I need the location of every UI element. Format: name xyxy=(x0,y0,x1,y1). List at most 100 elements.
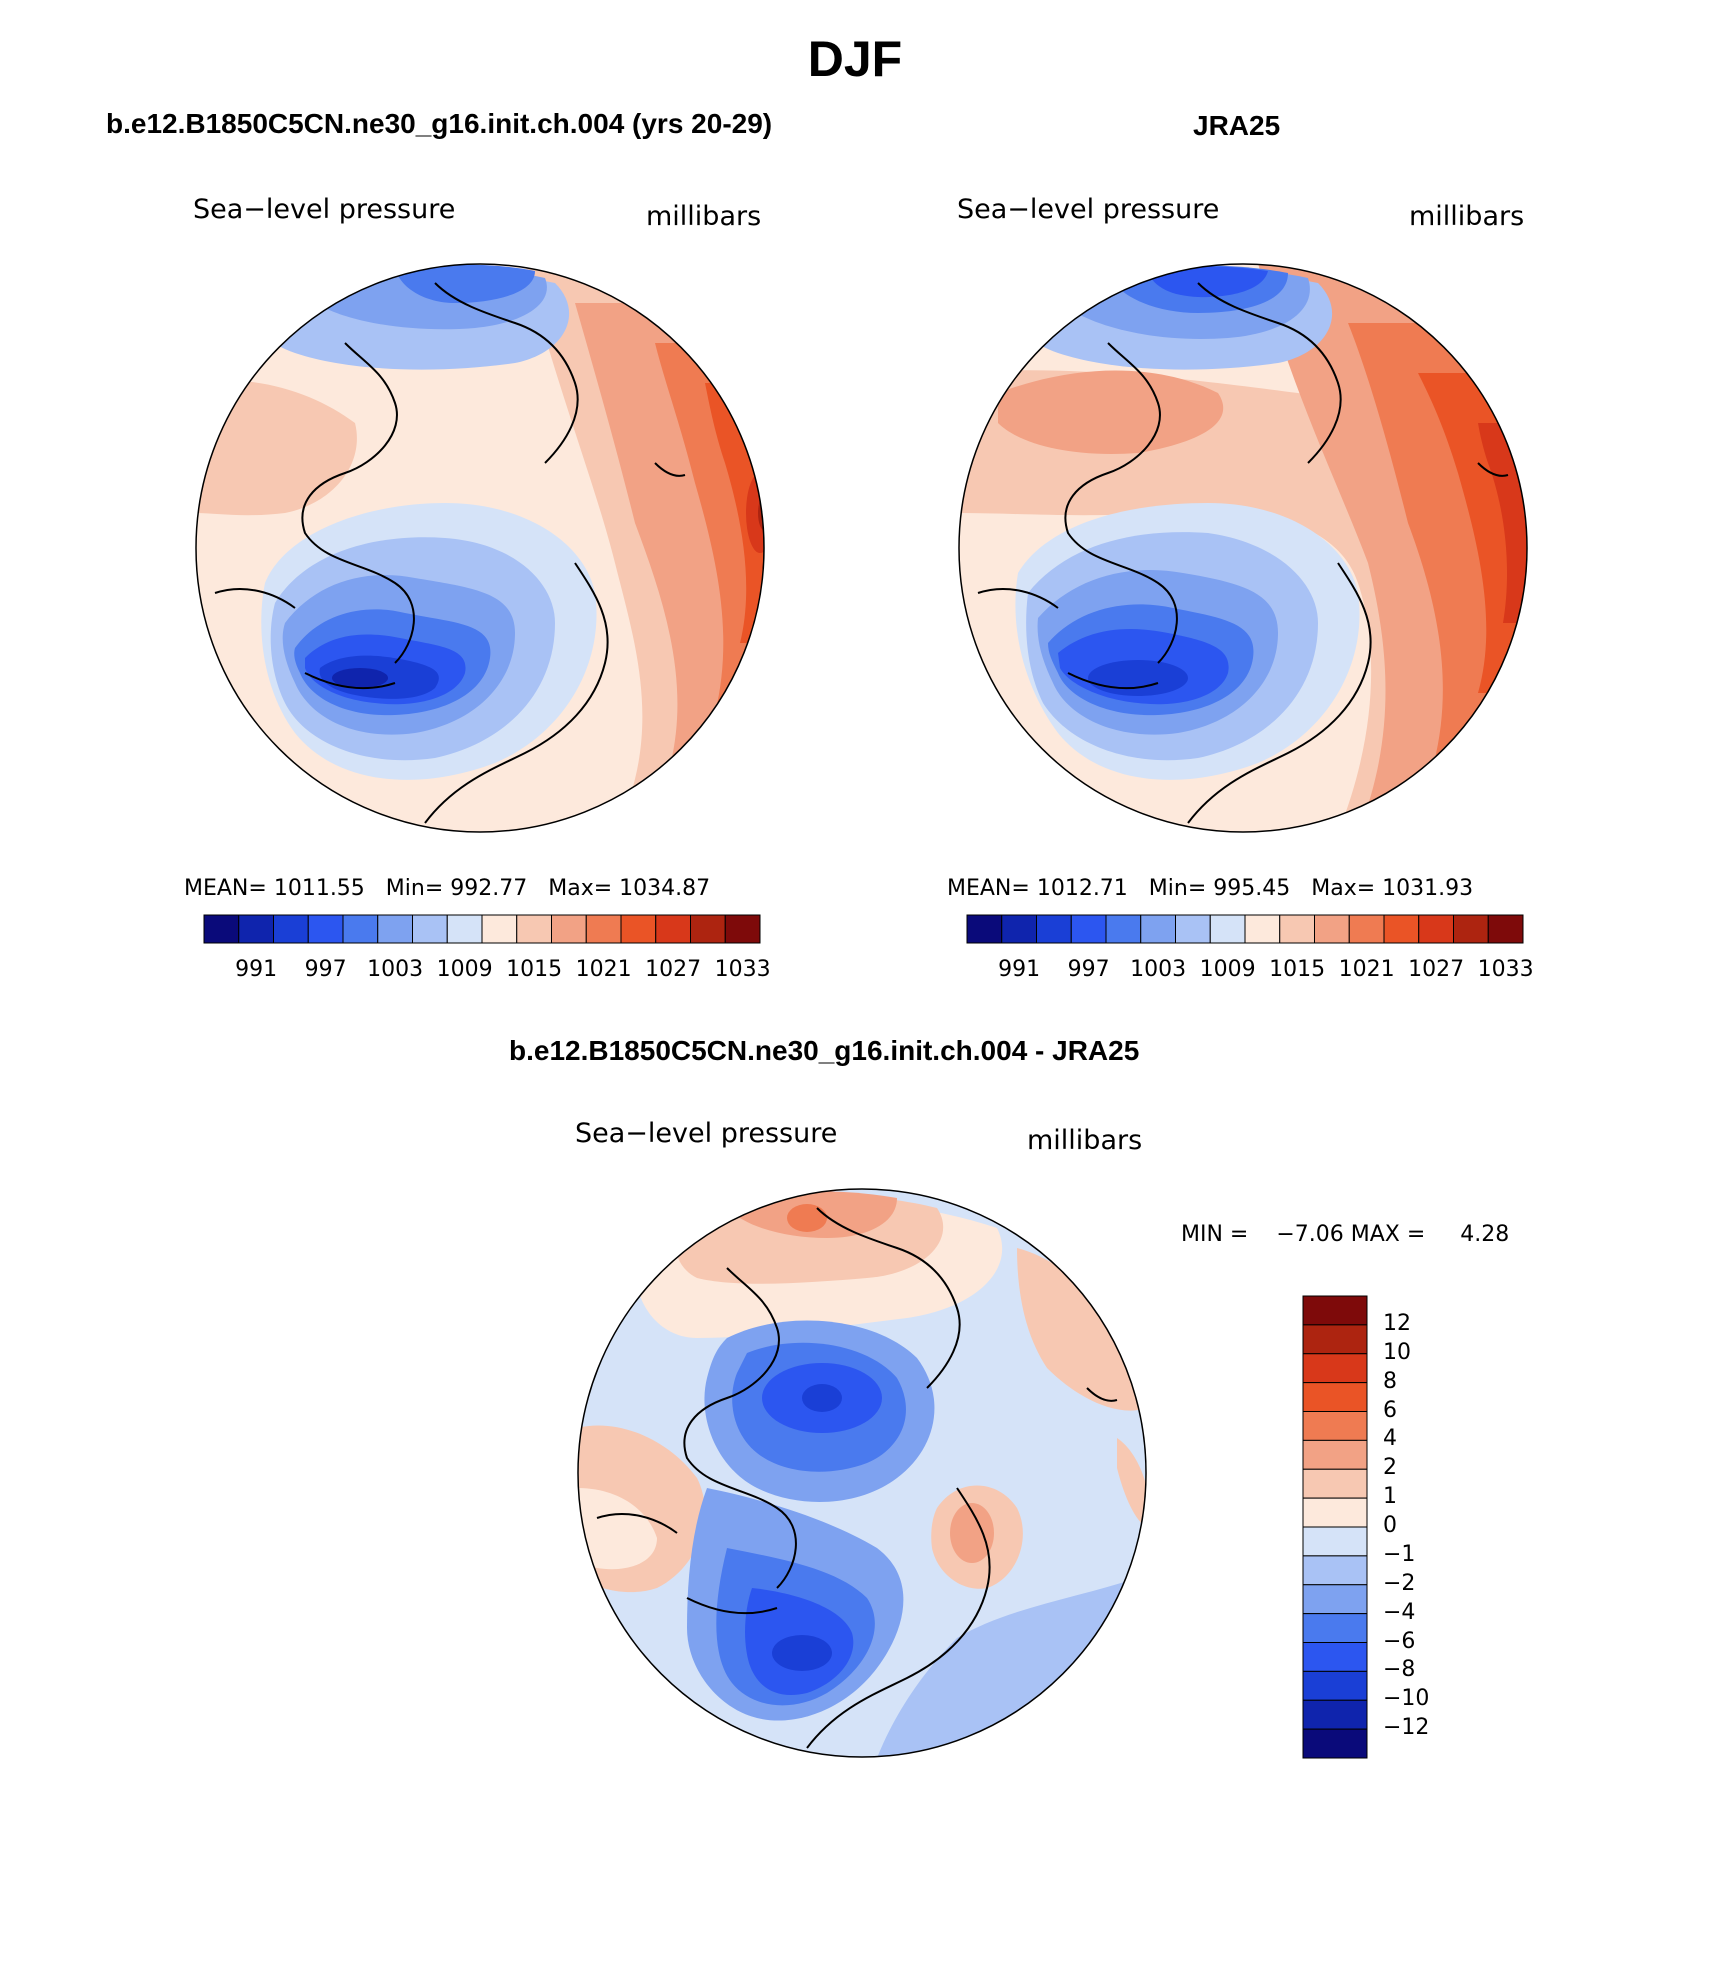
colorbar-cell xyxy=(1314,914,1350,944)
panel-3-title: b.e12.B1850C5CN.ne30_g16.init.ch.004 - J… xyxy=(509,1035,1140,1066)
colorbar-tick-label: 1009 xyxy=(436,957,493,982)
panel-2-max-label: Max= xyxy=(1311,876,1376,901)
colorbar-tick-label: 0 xyxy=(1383,1513,1397,1538)
colorbar-cell xyxy=(1244,914,1281,944)
colorbar-tick-label: 1027 xyxy=(1408,957,1465,982)
panel-3-min-label: MIN = xyxy=(1181,1222,1249,1247)
colorbar-cell xyxy=(1302,1526,1368,1557)
panel-3-colorbar xyxy=(1302,1295,1368,1759)
colorbar-cell xyxy=(690,914,726,944)
panel-1-polar-map xyxy=(195,263,765,833)
colorbar-cell xyxy=(1302,1411,1368,1441)
colorbar-tick-label: 2 xyxy=(1383,1455,1397,1481)
panel-2-mean-value: 1012.71 xyxy=(1036,876,1128,901)
colorbar-tick-label: 997 xyxy=(1067,957,1110,982)
colorbar-tick-label: −12 xyxy=(1383,1715,1430,1741)
colorbar-tick-label: 6 xyxy=(1383,1397,1397,1423)
colorbar-cell xyxy=(1302,1468,1368,1499)
panel-1-max-value: 1034.87 xyxy=(619,876,711,901)
colorbar-cell xyxy=(1070,914,1107,944)
colorbar-cell xyxy=(1348,914,1385,944)
colorbar-cell xyxy=(1302,1439,1368,1470)
panel-3-variable-label: Sea−level pressure xyxy=(575,1118,838,1149)
colorbar-tick-label: 997 xyxy=(304,957,347,982)
colorbar-cell xyxy=(1105,914,1142,944)
colorbar-cell xyxy=(481,914,518,944)
panel-3-max-value: 4.28 xyxy=(1460,1222,1510,1247)
colorbar-cell xyxy=(1487,914,1524,944)
colorbar-tick-label: −2 xyxy=(1383,1570,1416,1596)
panel-2-units-label: millibars xyxy=(1409,201,1525,232)
colorbar-cell xyxy=(1302,1642,1368,1672)
panel-1-variable-label: Sea−level pressure xyxy=(193,194,456,225)
colorbar-cell xyxy=(585,914,622,944)
panel-2-mean-label: MEAN= xyxy=(947,876,1030,901)
panel-2-stats: MEAN= 1012.71 Min= 995.45 Max= 1031.93 xyxy=(947,876,1473,901)
colorbar-tick-label: −6 xyxy=(1383,1628,1416,1654)
colorbar-tick-label: 1033 xyxy=(1477,957,1534,982)
colorbar-cell xyxy=(1302,1382,1368,1413)
colorbar-cell xyxy=(1302,1613,1368,1644)
colorbar-tick-label: −8 xyxy=(1383,1657,1416,1683)
colorbar-cell xyxy=(1383,914,1420,944)
colorbar-cell xyxy=(1175,914,1211,944)
panel-1-min-value: 992.77 xyxy=(450,876,528,901)
colorbar-tick-label: 4 xyxy=(1383,1426,1397,1452)
colorbar-cell xyxy=(724,914,761,944)
colorbar-cell xyxy=(1302,1324,1368,1355)
panel-1-min-label: Min= xyxy=(385,876,444,901)
panel-1-title: b.e12.B1850C5CN.ne30_g16.init.ch.004 (yr… xyxy=(106,108,773,139)
colorbar-tick-label: 12 xyxy=(1383,1310,1411,1336)
panel-3-polar-map xyxy=(577,1188,1147,1758)
colorbar-tick-label: 1027 xyxy=(645,957,702,982)
panel-1-colorbar xyxy=(203,914,761,944)
colorbar-cell xyxy=(551,914,587,944)
colorbar-cell xyxy=(655,914,691,944)
colorbar-cell xyxy=(377,914,413,944)
panel-2-max-value: 1031.93 xyxy=(1382,876,1474,901)
colorbar-cell xyxy=(1418,914,1454,944)
colorbar-cell xyxy=(307,914,344,944)
colorbar-cell xyxy=(966,914,1003,944)
panel-1-mean-value: 1011.55 xyxy=(273,876,365,901)
colorbar-cell xyxy=(412,914,448,944)
panel-1-max-label: Max= xyxy=(548,876,613,901)
panel-3-stats: MIN = −7.06 MAX = 4.28 xyxy=(1181,1222,1509,1247)
colorbar-cell xyxy=(446,914,483,944)
colorbar-tick-label: 1015 xyxy=(506,957,563,982)
colorbar-cell xyxy=(1279,914,1315,944)
colorbar-cell xyxy=(1302,1353,1368,1384)
colorbar-tick-label: 991 xyxy=(998,957,1041,982)
colorbar-tick-label: −4 xyxy=(1383,1599,1416,1625)
panel-3-min-value: −7.06 xyxy=(1276,1222,1344,1247)
colorbar-tick-label: 1021 xyxy=(1338,957,1395,982)
panel-2-title: JRA25 xyxy=(1193,110,1281,141)
colorbar-cell xyxy=(203,914,240,944)
colorbar-cell xyxy=(1453,914,1489,944)
colorbar-cell xyxy=(273,914,309,944)
panel-2-polar-map xyxy=(958,263,1528,833)
colorbar-cell xyxy=(238,914,274,944)
colorbar-cell xyxy=(516,914,552,944)
colorbar-tick-label: −10 xyxy=(1383,1686,1430,1712)
colorbar-cell xyxy=(342,914,379,944)
colorbar-cell xyxy=(1209,914,1246,944)
colorbar-tick-label: 1009 xyxy=(1199,957,1256,982)
panel-3-units-label: millibars xyxy=(1027,1125,1143,1156)
colorbar-cell xyxy=(1302,1555,1368,1586)
panel-1-mean-label: MEAN= xyxy=(184,876,267,901)
colorbar-tick-label: 1 xyxy=(1383,1484,1397,1510)
panel-2-colorbar xyxy=(966,914,1524,944)
panel-2-min-value: 995.45 xyxy=(1213,876,1291,901)
colorbar-cell xyxy=(1302,1699,1368,1730)
panel-2-min-label: Min= xyxy=(1148,876,1207,901)
colorbar-tick-label: 8 xyxy=(1383,1368,1397,1394)
colorbar-cell xyxy=(1302,1497,1368,1528)
colorbar-cell xyxy=(1140,914,1176,944)
figure-title: DJF xyxy=(807,31,903,87)
colorbar-tick-label: 10 xyxy=(1383,1339,1411,1365)
panel-1-stats: MEAN= 1011.55 Min= 992.77 Max= 1034.87 xyxy=(184,876,710,901)
panel-3-max-label: MAX = xyxy=(1350,1222,1426,1247)
colorbar-cell xyxy=(1302,1670,1368,1701)
panel-1-units-label: millibars xyxy=(646,201,762,232)
